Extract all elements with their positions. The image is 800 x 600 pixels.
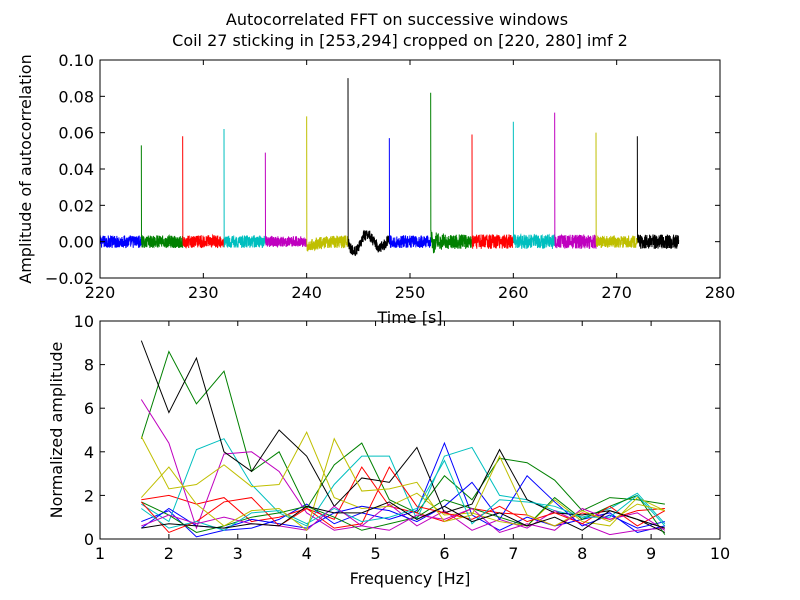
spectrum-series: [140, 350, 665, 514]
spectrum-frame: [99, 320, 721, 540]
time-ytick-label: 0.10: [58, 51, 94, 70]
autocorrelation-segment: [347, 78, 390, 257]
spectrum-series: [141, 501, 666, 531]
frequency-xtick-label: 2: [164, 544, 174, 563]
autocorrelation-segment: [182, 136, 225, 249]
autocorrelation-segment: [388, 138, 432, 249]
autocorrelation-segment: [595, 132, 638, 249]
time-series-lines: [99, 78, 680, 257]
spectrum-ticks: 1 2 3 4 5 6 7 8 9 10 0 2 4 6 8 10: [74, 312, 731, 563]
autocorrelation-axis-label: Amplitude of autocorrelation: [16, 54, 35, 283]
autocorrelation-segment: [99, 235, 142, 249]
spectrum-axes: 1 2 3 4 5 6 7 8 9 10 0 2 4 6 8 10 Frequency [Hz] Normal…: [47, 312, 730, 588]
time-ytick-label: 0.04: [58, 160, 94, 179]
time-axis-label: Time [s]: [376, 308, 442, 327]
time-xtick-label: 240: [291, 283, 322, 302]
spectrum-series: [140, 466, 666, 534]
time-xtick-label: 280: [705, 283, 736, 302]
autocorrelation-segment: [264, 152, 308, 249]
time-xtick-label: 270: [601, 283, 632, 302]
time-ytick-label: 0.08: [58, 87, 94, 106]
time-xtick-label: 250: [395, 283, 426, 302]
figure-title-line-1: Autocorrelated FFT on successive windows: [226, 10, 568, 29]
autocorrelation-segment: [471, 134, 514, 249]
spectrum-series: [141, 505, 666, 534]
time-xtick-label: 260: [498, 283, 529, 302]
frequency-xtick-label: 6: [439, 544, 449, 563]
figure-title-line-2: Coil 27 sticking in [253,294] cropped on…: [172, 31, 628, 50]
time-series-axes: 220 230 240 250 260 270 280 −0.02 0.00 0.02 0.04 0.…: [16, 51, 735, 327]
frequency-ytick-label: 0: [84, 530, 94, 549]
time-ytick-label: 0.06: [58, 124, 94, 143]
autocorrelation-segment: [554, 112, 597, 249]
time-ytick-label: 0.00: [58, 233, 94, 252]
frequency-xtick-label: 7: [508, 544, 518, 563]
spectrum-series: [140, 431, 666, 527]
normalized-amplitude-axis-label: Normalized amplitude: [47, 342, 66, 519]
frequency-ytick-label: 4: [84, 443, 94, 462]
spectrum-series: [140, 437, 666, 532]
autocorrelation-segment: [223, 129, 266, 249]
frequency-axis-label: Frequency [Hz]: [350, 569, 471, 588]
time-xtick-label: 220: [85, 283, 116, 302]
frequency-xtick-label: 3: [233, 544, 243, 563]
time-ytick-label: −0.02: [45, 269, 94, 288]
frequency-xtick-label: 4: [302, 544, 312, 563]
frequency-xtick-label: 5: [370, 544, 380, 563]
autocorrelation-segment: [512, 121, 556, 249]
frequency-ytick-label: 10: [74, 312, 94, 331]
frequency-xtick-label: 9: [646, 544, 656, 563]
spectrum-series: [141, 459, 666, 531]
spectrum-lines: [140, 340, 666, 538]
spectrum-series: [140, 340, 666, 533]
time-xtick-label: 230: [188, 283, 219, 302]
autocorrelation-segment: [430, 92, 473, 254]
frequency-xtick-label: 10: [710, 544, 730, 563]
autocorrelation-segment: [140, 145, 184, 249]
autocorrelation-segment: [306, 116, 349, 252]
frequency-ytick-label: 6: [84, 399, 94, 418]
frequency-xtick-label: 8: [577, 544, 587, 563]
time-series-ticks: 220 230 240 250 260 270 280 −0.02 0.00 0.02 0.04 0.…: [45, 51, 735, 302]
time-ytick-label: 0.02: [58, 196, 94, 215]
frequency-xtick-label: 1: [95, 544, 105, 563]
frequency-ytick-label: 8: [84, 356, 94, 375]
frequency-ytick-label: 2: [84, 486, 94, 505]
autocorrelation-segment: [636, 136, 680, 249]
